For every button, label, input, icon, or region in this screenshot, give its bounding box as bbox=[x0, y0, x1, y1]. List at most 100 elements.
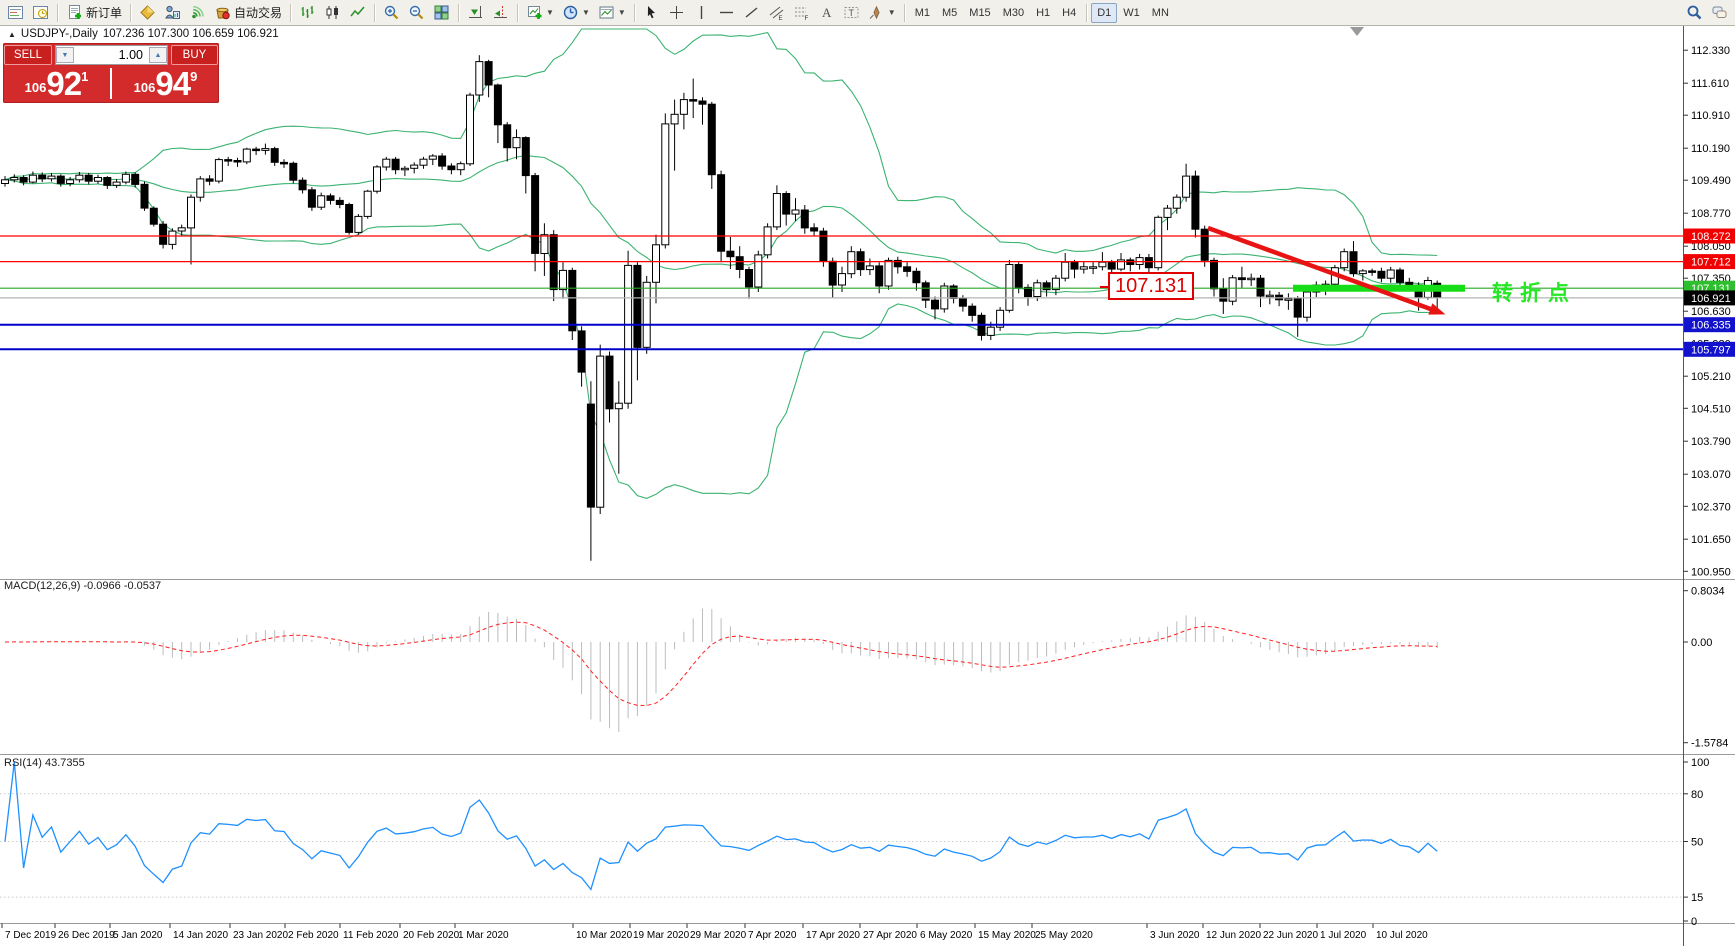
new-chart-dropdown-caret[interactable]: ▼ bbox=[546, 7, 554, 17]
cursor-icon bbox=[643, 4, 660, 21]
toolbar-separator bbox=[458, 3, 460, 22]
crosshair-button[interactable] bbox=[664, 0, 689, 25]
svg-text:11 Feb 2020: 11 Feb 2020 bbox=[343, 930, 399, 941]
timeframe-h1[interactable]: H1 bbox=[1036, 6, 1051, 19]
svg-text:0: 0 bbox=[1691, 916, 1697, 928]
trendline-icon bbox=[743, 4, 760, 21]
svg-text:20 Feb 2020: 20 Feb 2020 bbox=[403, 930, 460, 941]
tile-windows-icon bbox=[433, 4, 450, 21]
zoom-out-button[interactable] bbox=[404, 0, 429, 25]
data-window-button[interactable] bbox=[28, 0, 53, 25]
signals-icon bbox=[189, 4, 206, 21]
line-chart-button[interactable] bbox=[345, 0, 370, 25]
volume-input[interactable] bbox=[74, 47, 149, 63]
new-order-icon bbox=[66, 4, 83, 21]
fibonacci-button[interactable]: F bbox=[789, 0, 814, 25]
autotrading-button[interactable]: 自动交易 bbox=[210, 0, 286, 25]
svg-text:80: 80 bbox=[1691, 789, 1703, 801]
svg-text:106.630: 106.630 bbox=[1691, 306, 1731, 318]
svg-text:12 Jun 2020: 12 Jun 2020 bbox=[1206, 930, 1261, 941]
svg-text:22 Jun 2020: 22 Jun 2020 bbox=[1263, 930, 1318, 941]
timeframe-m1[interactable]: M1 bbox=[914, 6, 930, 19]
equidistant-channel-button[interactable]: E bbox=[764, 0, 789, 25]
down-arrow-annotation[interactable] bbox=[1207, 225, 1446, 315]
signals-button[interactable] bbox=[185, 0, 210, 25]
templates-button[interactable]: ▼ bbox=[594, 0, 630, 25]
timeframe-d1[interactable]: D1 bbox=[1091, 2, 1118, 23]
shapes-dropdown-caret[interactable]: ▼ bbox=[887, 7, 896, 17]
timeframe-m30[interactable]: M30 bbox=[1002, 6, 1025, 19]
text-icon: A bbox=[818, 4, 835, 21]
symbol-period-label: USDJPY-,Daily bbox=[20, 28, 98, 40]
timeframe-mn[interactable]: MN bbox=[1151, 6, 1169, 19]
buy-price[interactable]: 106 94 9 bbox=[112, 66, 219, 101]
buy-button[interactable]: BUY bbox=[171, 45, 218, 65]
shapes-button[interactable]: ▼ bbox=[864, 0, 900, 25]
svg-text:3 Jun 2020: 3 Jun 2020 bbox=[1150, 930, 1200, 941]
svg-text:1 Mar 2020: 1 Mar 2020 bbox=[458, 930, 509, 941]
data-window-icon bbox=[32, 4, 49, 21]
horizontal-line-button[interactable] bbox=[714, 0, 739, 25]
svg-text:-1.5784: -1.5784 bbox=[1691, 738, 1728, 750]
zoom-in-button[interactable] bbox=[379, 0, 404, 25]
svg-text:1 Jul 2020: 1 Jul 2020 bbox=[1320, 930, 1367, 941]
toolbar-separator bbox=[633, 3, 635, 22]
profiles-button[interactable]: ▼ bbox=[558, 0, 594, 25]
tile-windows-button[interactable] bbox=[429, 0, 454, 25]
toolbar-right-group bbox=[1682, 0, 1732, 25]
shapes-icon bbox=[868, 4, 885, 21]
trendline-button[interactable] bbox=[739, 0, 764, 25]
templates-dropdown-caret[interactable]: ▼ bbox=[617, 7, 626, 17]
candlestick-chart-button[interactable] bbox=[320, 0, 345, 25]
market-watch-button[interactable] bbox=[3, 0, 28, 25]
buy-price-pips: 94 bbox=[155, 64, 191, 102]
chart-shift-marker[interactable] bbox=[1350, 27, 1364, 36]
horizontal-line-icon bbox=[718, 4, 735, 21]
turning-point-annotation[interactable]: 转折点 bbox=[1492, 282, 1576, 305]
vertical-line-icon bbox=[693, 4, 710, 21]
svg-text:A: A bbox=[822, 5, 832, 20]
cursor-button[interactable] bbox=[639, 0, 664, 25]
timeframe-m5[interactable]: M5 bbox=[942, 6, 958, 19]
text-label-button[interactable]: T bbox=[839, 0, 864, 25]
timeframe-h4[interactable]: H4 bbox=[1062, 6, 1077, 19]
new-order-button[interactable]: 新订单 bbox=[62, 0, 126, 25]
svg-text:0.00: 0.00 bbox=[1691, 637, 1712, 649]
rsi-indicator-label: RSI(14) 43.7355 bbox=[4, 757, 85, 769]
indicators-button[interactable] bbox=[135, 0, 160, 25]
svg-text:25 May 2020: 25 May 2020 bbox=[1035, 930, 1093, 941]
chat-button[interactable] bbox=[1707, 0, 1732, 25]
timeframe-w1[interactable]: W1 bbox=[1123, 6, 1140, 19]
equidistant-channel-icon: E bbox=[768, 4, 785, 21]
profiles-dropdown-caret[interactable]: ▼ bbox=[581, 7, 590, 17]
bar-chart-button[interactable] bbox=[295, 0, 320, 25]
fibonacci-icon: F bbox=[793, 4, 810, 21]
vertical-line-button[interactable] bbox=[689, 0, 714, 25]
search-button[interactable] bbox=[1682, 0, 1707, 25]
text-label-icon: T bbox=[843, 4, 860, 21]
svg-text:101.650: 101.650 bbox=[1691, 534, 1731, 546]
volume-decrease-button[interactable]: ▼ bbox=[56, 47, 74, 63]
new-chart-icon bbox=[526, 4, 543, 21]
sell-button[interactable]: SELL bbox=[4, 45, 52, 65]
candlestick-chart-icon bbox=[324, 4, 341, 21]
sell-price[interactable]: 106 92 1 bbox=[3, 66, 110, 101]
svg-text:2 Feb 2020: 2 Feb 2020 bbox=[288, 930, 339, 941]
macd-plot bbox=[4, 608, 1438, 732]
timeframe-m15[interactable]: M15 bbox=[969, 6, 991, 19]
new-chart-button[interactable]: ▼ bbox=[522, 0, 558, 25]
volume-increase-button[interactable]: ▲ bbox=[149, 47, 167, 63]
toolbar-separator bbox=[903, 3, 905, 22]
collapse-panel-arrow[interactable]: ▲ bbox=[8, 29, 16, 39]
new-order-label: 新订单 bbox=[86, 6, 123, 20]
metaeditor-button[interactable] bbox=[160, 0, 185, 25]
text-button[interactable]: A bbox=[814, 0, 839, 25]
price-callout-label[interactable]: 107.131 bbox=[1099, 272, 1195, 300]
templates-icon bbox=[598, 4, 615, 21]
volume-box: ▼ ▲ bbox=[55, 45, 168, 65]
sell-price-point: 1 bbox=[81, 69, 89, 84]
svg-text:5 Jan 2020: 5 Jan 2020 bbox=[113, 930, 163, 941]
chart-shift-button[interactable] bbox=[488, 0, 513, 25]
auto-scroll-button[interactable] bbox=[463, 0, 488, 25]
